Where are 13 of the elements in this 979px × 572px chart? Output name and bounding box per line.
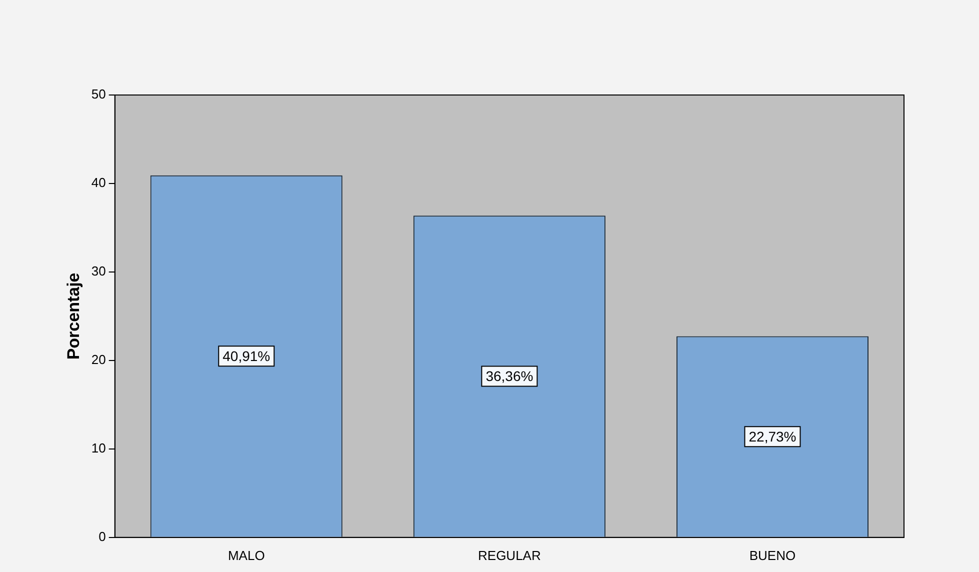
y-tick-label: 0 (98, 528, 106, 544)
y-axis-title: Porcentaje (64, 272, 83, 360)
data-label: 36,36% (486, 368, 534, 384)
y-tick-label: 50 (91, 86, 106, 102)
y-tick-label: 30 (91, 264, 106, 279)
y-tick-label: 20 (91, 352, 106, 368)
x-tick-label: REGULAR (478, 548, 541, 563)
x-tick-label: BUENO (749, 548, 796, 563)
data-label: 40,91% (222, 348, 270, 364)
y-tick-label: 10 (91, 440, 106, 456)
x-tick-label: MALO (228, 548, 265, 563)
data-label: 22,73% (748, 428, 796, 444)
y-tick-label: 40 (91, 175, 106, 190)
